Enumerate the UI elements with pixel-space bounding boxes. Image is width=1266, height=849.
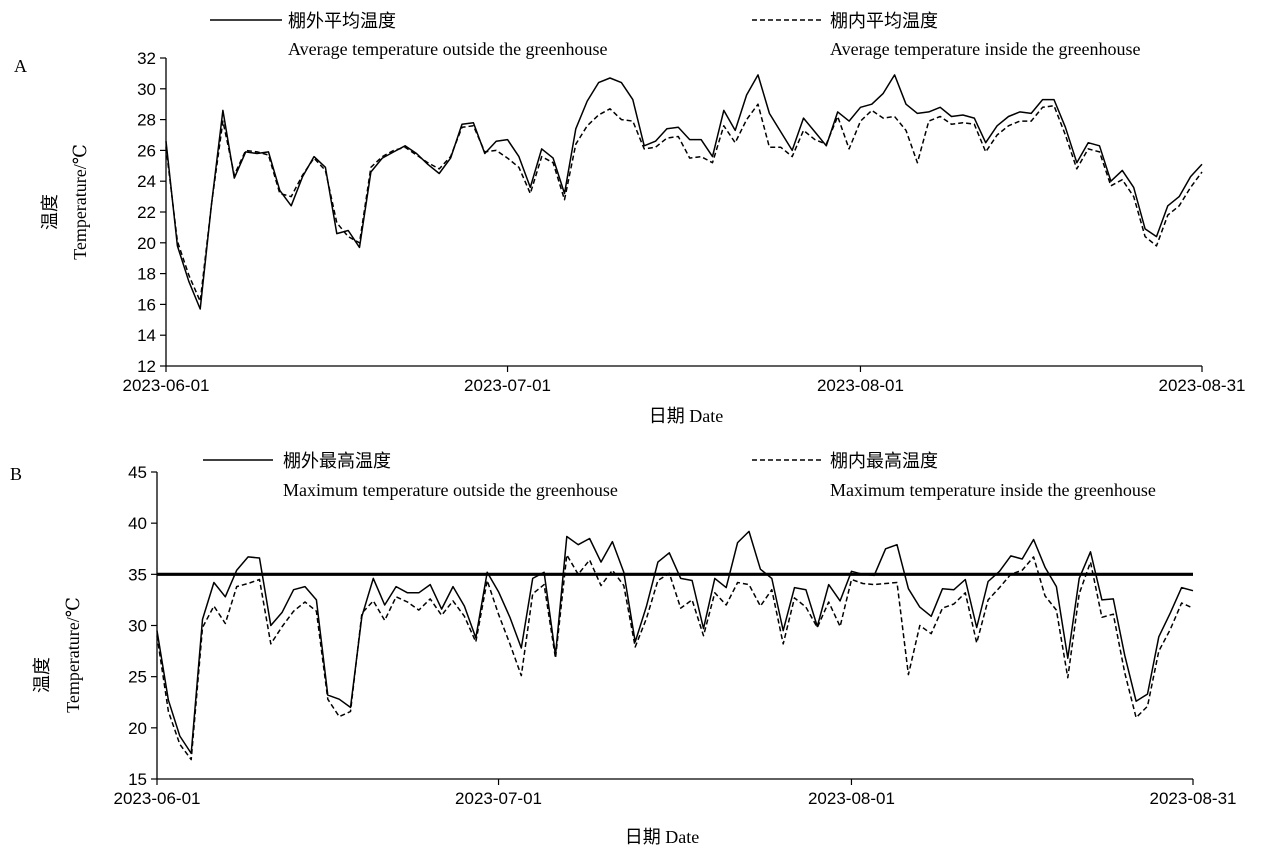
series-outside-line — [156, 530, 1194, 755]
y-tick-label: 45 — [128, 463, 147, 482]
legend-a-outside-en: Average temperature outside the greenhou… — [288, 39, 608, 59]
legend-a-inside-cn: 棚内平均温度 — [830, 11, 938, 31]
panel-a-ylabel-en: Temperature/℃ — [70, 144, 90, 260]
legend-b-outside-cn: 棚外最高温度 — [283, 451, 391, 471]
panel-b: B 棚外最高温度 Maximum temperature outside the… — [10, 451, 1236, 847]
panel-b-ylabel-en: Temperature/℃ — [63, 597, 83, 713]
panel-a-legend: 棚外平均温度 Average temperature outside the g… — [210, 11, 1141, 59]
y-tick-label: 30 — [137, 80, 156, 99]
panel-b-x-ticks: 2023-06-01 2023-07-01 2023-08-01 2023-08-31 — [114, 779, 1237, 808]
x-tick-label: 2023-08-31 — [1150, 789, 1237, 808]
panel-a-ylabel-cn: 温度 — [40, 194, 60, 230]
legend-a-inside-en: Average temperature inside the greenhous… — [830, 39, 1141, 59]
x-tick-label: 2023-06-01 — [123, 376, 210, 395]
y-tick-label: 30 — [128, 617, 147, 636]
panel-a-x-ticks: 2023-06-01 2023-07-01 2023-08-01 2023-08-31 — [123, 366, 1246, 395]
y-tick-label: 18 — [137, 265, 156, 284]
y-tick-label: 15 — [128, 770, 147, 789]
legend-b-inside-en: Maximum temperature inside the greenhous… — [830, 480, 1156, 500]
y-tick-label: 28 — [137, 111, 156, 130]
panel-b-xlabel: 日期 Date — [625, 827, 699, 847]
panel-a-label: A — [14, 56, 27, 76]
legend-b-inside-cn: 棚内最高温度 — [830, 451, 938, 471]
panel-b-label: B — [10, 464, 22, 484]
y-tick-label: 12 — [137, 357, 156, 376]
panel-a-series — [165, 74, 1203, 310]
y-tick-label: 24 — [137, 172, 156, 191]
y-tick-label: 20 — [128, 719, 147, 738]
y-tick-label: 25 — [128, 668, 147, 687]
y-tick-label: 35 — [128, 565, 147, 584]
series-inside-line — [156, 554, 1194, 761]
panel-b-y-ticks: 15 20 25 30 35 40 45 — [128, 463, 157, 789]
series-inside-line — [165, 103, 1203, 303]
y-tick-label: 32 — [137, 49, 156, 68]
x-tick-label: 2023-07-01 — [455, 789, 542, 808]
x-tick-label: 2023-08-01 — [817, 376, 904, 395]
y-tick-label: 20 — [137, 234, 156, 253]
panel-b-legend: 棚外最高温度 Maximum temperature outside the g… — [203, 451, 1156, 500]
y-tick-label: 26 — [137, 141, 156, 160]
y-tick-label: 22 — [137, 203, 156, 222]
panel-a-y-ticks: 12 14 16 18 20 22 24 26 28 30 32 — [137, 49, 166, 376]
y-tick-label: 16 — [137, 295, 156, 314]
panel-b-series — [156, 530, 1194, 761]
panel-a: A 棚外平均温度 Average temperature outside the… — [14, 11, 1245, 426]
x-tick-label: 2023-08-01 — [808, 789, 895, 808]
panel-a-xlabel: 日期 Date — [649, 406, 723, 426]
panel-b-ylabel-cn: 温度 — [32, 657, 52, 693]
y-tick-label: 40 — [128, 514, 147, 533]
legend-b-outside-en: Maximum temperature outside the greenhou… — [283, 480, 618, 500]
x-tick-label: 2023-06-01 — [114, 789, 201, 808]
x-tick-label: 2023-08-31 — [1159, 376, 1246, 395]
y-tick-label: 14 — [137, 326, 156, 345]
x-tick-label: 2023-07-01 — [464, 376, 551, 395]
series-outside-line — [165, 74, 1203, 310]
legend-a-outside-cn: 棚外平均温度 — [288, 11, 396, 31]
